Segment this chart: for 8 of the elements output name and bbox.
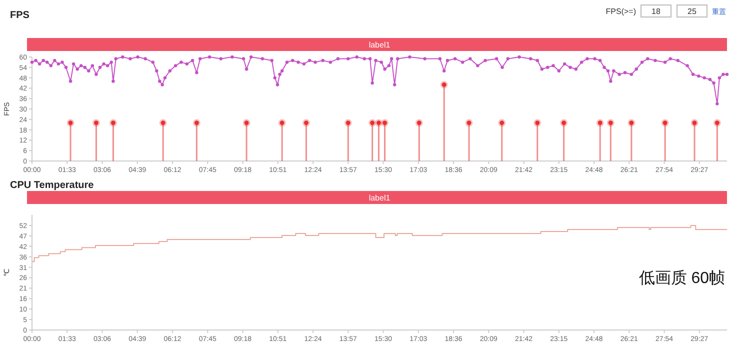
annotation: 低画质 60帧 — [638, 269, 725, 287]
chart-title: FPS — [10, 10, 30, 21]
chart-title: CPU Temperature — [10, 180, 94, 191]
text: FPS(>=) — [606, 7, 636, 16]
text: label1 — [368, 40, 391, 50]
input-field: 25 — [676, 4, 708, 18]
text: label1 — [368, 194, 391, 202]
input-field: 18 — [640, 4, 672, 18]
